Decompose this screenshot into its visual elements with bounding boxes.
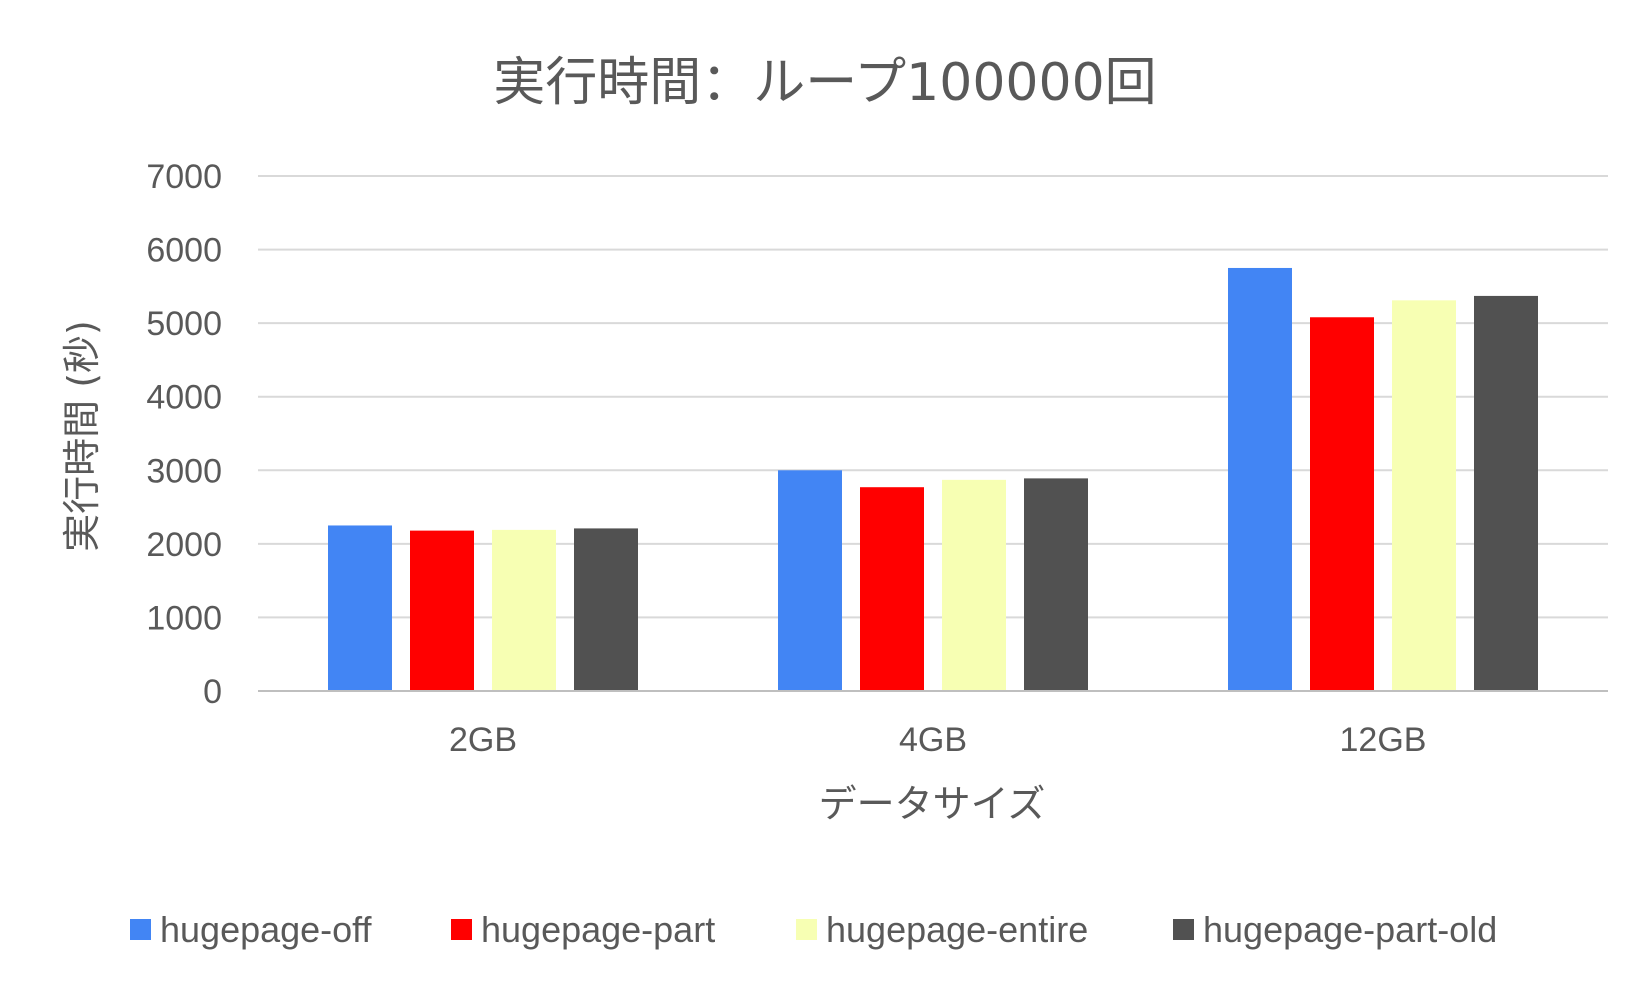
bar-hugepage-off-4GB [778,470,842,691]
bars [328,267,1538,691]
bar-hugepage-entire-12GB [1392,300,1456,691]
bar-hugepage-part-old-2GB [574,528,638,691]
x-axis-ticks: 2GB 4GB 12GB [449,721,1427,759]
y-tick-label: 0 [203,673,222,711]
y-tick-label: 4000 [146,379,222,417]
y-axis-ticks: 0 1000 2000 3000 4000 5000 6000 7000 [146,158,222,711]
bar-hugepage-part-2GB [410,530,474,691]
legend-item-hugepage-entire: hugepage-entire [796,909,1088,950]
legend-label: hugepage-off [160,909,373,950]
bar-hugepage-off-2GB [328,525,392,691]
bar-hugepage-part-old-12GB [1474,295,1538,691]
x-tick-label: 4GB [899,721,967,759]
legend-label: hugepage-part [481,909,715,950]
legend-item-hugepage-part: hugepage-part [451,909,715,950]
y-tick-label: 3000 [146,452,222,490]
x-tick-label: 12GB [1340,721,1427,759]
y-tick-label: 7000 [146,158,222,196]
y-tick-label: 1000 [146,599,222,637]
legend: hugepage-off hugepage-part hugepage-entire… [130,909,1497,950]
legend-swatch [1173,919,1194,940]
bar-hugepage-part-4GB [860,487,924,691]
legend-label: hugepage-entire [826,909,1088,950]
y-tick-label: 5000 [146,305,222,343]
y-tick-label: 6000 [146,232,222,270]
legend-swatch [451,919,472,940]
legend-swatch [796,919,817,940]
bar-hugepage-entire-2GB [492,529,556,691]
y-axis-label: 実行時間 (秒) [60,320,104,552]
bar-hugepage-entire-4GB [942,479,1006,691]
legend-item-hugepage-off: hugepage-off [130,909,373,950]
bar-hugepage-part-12GB [1310,317,1374,691]
x-axis-label: データサイズ [819,782,1046,826]
bar-hugepage-off-12GB [1228,267,1292,691]
bar-hugepage-part-old-4GB [1024,478,1088,691]
legend-item-hugepage-part-old: hugepage-part-old [1173,909,1497,950]
x-tick-label: 2GB [449,721,517,759]
legend-label: hugepage-part-old [1203,909,1497,950]
y-tick-label: 2000 [146,526,222,564]
chart-title: 実行時間：ループ100000回 [493,53,1156,113]
gridlines [258,175,1608,619]
legend-swatch [130,919,151,940]
